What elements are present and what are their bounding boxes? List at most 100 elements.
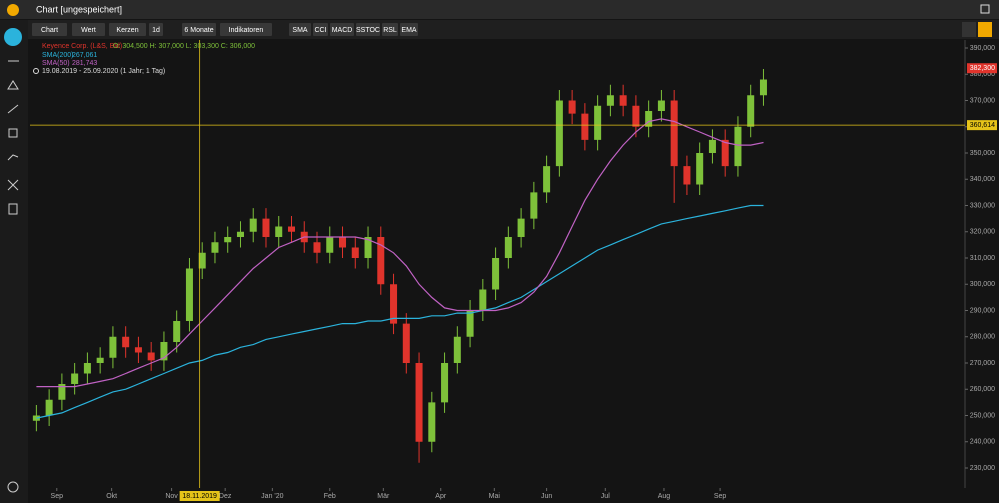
x-tick-label: Jan '20 bbox=[261, 493, 283, 500]
y-tick-label: 240,000 bbox=[970, 439, 995, 446]
x-tick-label: Jun bbox=[541, 493, 552, 500]
candle-body bbox=[683, 166, 690, 184]
candle-body bbox=[224, 237, 231, 242]
candle-body bbox=[492, 258, 499, 289]
candle-body bbox=[416, 363, 423, 442]
toolbar-label: 1d bbox=[152, 27, 160, 34]
legend-value: 267,061 bbox=[72, 52, 97, 59]
x-tick-label: Dez bbox=[219, 493, 232, 500]
candle-body bbox=[46, 400, 53, 416]
candle-body bbox=[760, 80, 767, 96]
candle-body bbox=[339, 237, 346, 247]
legend-name: SMA(50) bbox=[42, 60, 70, 67]
x-tick-label: Okt bbox=[106, 493, 117, 500]
candle-body bbox=[671, 101, 678, 167]
x-tick-label: Feb bbox=[324, 493, 336, 500]
legend-value: 281,743 bbox=[72, 60, 97, 67]
toolbar-label: MACD bbox=[332, 27, 353, 34]
candle-body bbox=[556, 101, 563, 167]
candle-body bbox=[505, 237, 512, 258]
candle-body bbox=[186, 269, 193, 321]
candle-body bbox=[658, 101, 665, 111]
x-tick-label: Apr bbox=[435, 493, 447, 500]
candle-body bbox=[696, 153, 703, 184]
candle-body bbox=[479, 290, 486, 311]
candle-body bbox=[428, 402, 435, 441]
y-tick-label: 370,000 bbox=[970, 97, 995, 104]
window-title: Chart [ungespeichert] bbox=[36, 4, 122, 14]
x-tick-label: Sep bbox=[51, 493, 64, 500]
candle-body bbox=[84, 363, 91, 373]
candle-body bbox=[211, 242, 218, 252]
sidebar-chart-icon[interactable] bbox=[4, 28, 22, 46]
toolbar-label: 6 Monate bbox=[184, 27, 213, 34]
toolbar-label: SSTOC bbox=[356, 27, 380, 34]
candle-body bbox=[441, 363, 448, 402]
x-tick-label: Mär bbox=[377, 493, 390, 500]
y-tick-label: 250,000 bbox=[970, 412, 995, 419]
candle-body bbox=[288, 227, 295, 232]
candle-body bbox=[313, 242, 320, 252]
candle-body bbox=[250, 219, 257, 232]
y-tick-label: 230,000 bbox=[970, 465, 995, 472]
sidebar bbox=[0, 20, 28, 503]
candle-body bbox=[709, 140, 716, 153]
x-tick-label: Nov bbox=[165, 493, 178, 500]
candle-body bbox=[747, 95, 754, 126]
candle-body bbox=[173, 321, 180, 342]
y-tick-label: 270,000 bbox=[970, 360, 995, 367]
crosshair-x-label: 18.11.2019 bbox=[182, 493, 217, 500]
legend-instrument: Keyence Corp. (L&S, Bid) bbox=[42, 43, 122, 50]
y-tick-label: 280,000 bbox=[970, 334, 995, 341]
x-tick-label: Jul bbox=[601, 493, 610, 500]
candle-body bbox=[71, 373, 78, 383]
candle-body bbox=[607, 95, 614, 105]
candle-body bbox=[390, 284, 397, 323]
toolbar-label: Indikatoren bbox=[229, 27, 264, 34]
last-price-label: 382,300 bbox=[970, 65, 995, 72]
candle-body bbox=[467, 311, 474, 337]
y-tick-label: 300,000 bbox=[970, 281, 995, 288]
y-tick-label: 390,000 bbox=[970, 45, 995, 52]
x-tick-label: Aug bbox=[658, 493, 671, 500]
candle-body bbox=[518, 219, 525, 237]
candle-body bbox=[594, 106, 601, 140]
legend-ohlc: O: 304,500 H: 307,000 L: 303,300 C: 306,… bbox=[113, 43, 255, 50]
candle-body bbox=[275, 227, 282, 237]
candle-body bbox=[135, 347, 142, 352]
highlight-button[interactable] bbox=[978, 22, 992, 37]
candle-body bbox=[237, 232, 244, 237]
settings-button[interactable] bbox=[962, 22, 976, 37]
candle-body bbox=[403, 324, 410, 363]
crosshair-y-label: 360,614 bbox=[970, 122, 995, 129]
toolbar-label: CCI bbox=[314, 27, 326, 34]
candle-body bbox=[352, 248, 359, 258]
y-tick-label: 260,000 bbox=[970, 386, 995, 393]
y-tick-label: 350,000 bbox=[970, 150, 995, 157]
toolbar-label: Chart bbox=[41, 27, 58, 34]
y-tick-label: 330,000 bbox=[970, 202, 995, 209]
candle-body bbox=[109, 337, 116, 358]
x-tick-label: Mai bbox=[489, 493, 501, 500]
candle-body bbox=[97, 358, 104, 363]
candle-body bbox=[632, 106, 639, 127]
candle-body bbox=[122, 337, 129, 347]
legend-range: 19.08.2019 - 25.09.2020 (1 Jahr; 1 Tag) bbox=[42, 68, 165, 75]
candle-body bbox=[645, 111, 652, 127]
candle-body bbox=[148, 353, 155, 361]
y-tick-label: 310,000 bbox=[970, 255, 995, 262]
candle-body bbox=[722, 140, 729, 166]
x-tick-label: Sep bbox=[714, 493, 727, 500]
toolbar-label: RSL bbox=[383, 27, 397, 34]
candle-body bbox=[262, 219, 269, 237]
candle-body bbox=[581, 114, 588, 140]
y-tick-label: 340,000 bbox=[970, 176, 995, 183]
toolbar-label: Kerzen bbox=[116, 27, 138, 34]
title-bar bbox=[0, 0, 999, 19]
toolbar-label: EMA bbox=[401, 27, 417, 34]
candle-body bbox=[326, 237, 333, 253]
candle-body bbox=[543, 166, 550, 192]
